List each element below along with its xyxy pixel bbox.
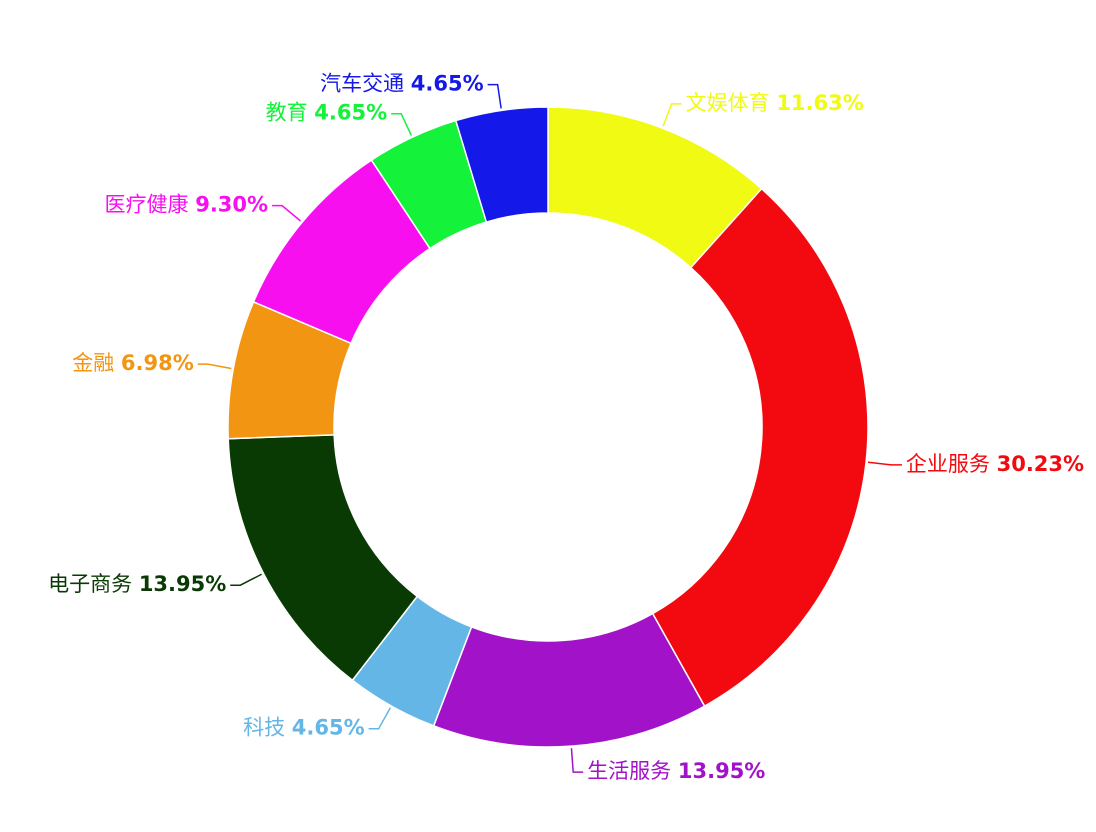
leader-line <box>197 363 232 370</box>
value-label: 4.65% <box>314 101 387 125</box>
value-label: 30.23% <box>997 452 1084 476</box>
category-name: 医疗健康 <box>105 193 189 217</box>
leader-line <box>230 573 262 586</box>
category-name: 科技 <box>243 716 285 740</box>
category-name: 生活服务 <box>587 759 671 783</box>
value-label: 4.65% <box>411 72 484 96</box>
leader-line <box>272 204 302 222</box>
slice-label: 医疗健康 9.30% <box>105 193 269 217</box>
donut-slice <box>651 187 869 708</box>
leader-line <box>368 707 392 730</box>
value-label: 9.30% <box>195 193 268 217</box>
value-label: 6.98% <box>121 351 194 375</box>
category-name: 汽车交通 <box>320 72 404 96</box>
leader-line <box>662 103 682 127</box>
slice-label: 金融 6.98% <box>72 351 194 375</box>
value-label: 11.63% <box>776 91 863 115</box>
slice-label: 科技 4.65% <box>243 716 365 740</box>
donut-slice <box>454 106 549 224</box>
slice-label: 生活服务 13.95% <box>587 759 765 783</box>
category-name: 电子商务 <box>48 572 132 596</box>
slice-label: 汽车交通 4.65% <box>320 72 484 96</box>
value-label: 13.95% <box>139 572 226 596</box>
category-name: 金融 <box>72 351 114 375</box>
value-label: 4.65% <box>292 716 365 740</box>
leader-line <box>570 748 584 773</box>
leader-line <box>391 112 413 136</box>
slice-label: 企业服务 30.23% <box>906 452 1084 476</box>
category-name: 企业服务 <box>906 452 990 476</box>
category-name: 文娱体育 <box>686 91 770 115</box>
slice-label: 文娱体育 11.63% <box>686 91 864 115</box>
slice-label: 教育 4.65% <box>266 101 388 125</box>
leader-line <box>867 461 902 466</box>
category-name: 教育 <box>266 101 308 125</box>
value-label: 13.95% <box>678 759 765 783</box>
donut-slice <box>432 612 706 748</box>
leader-line <box>487 83 502 109</box>
slice-label: 电子商务 13.95% <box>48 572 226 596</box>
